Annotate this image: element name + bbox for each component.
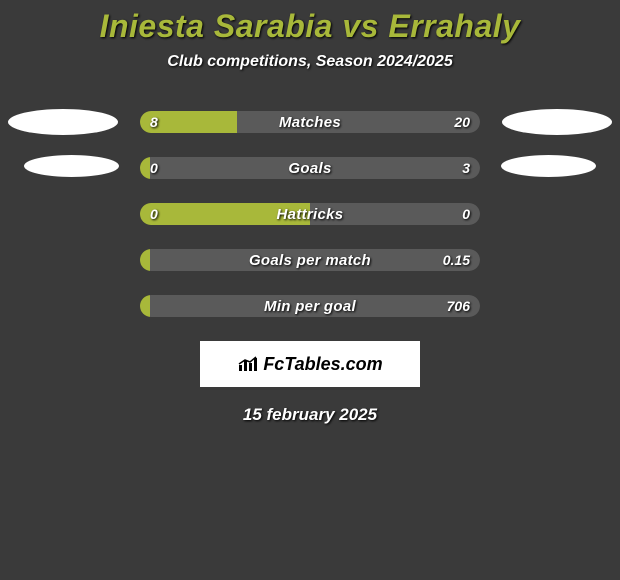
bar-track: 0 Hattricks 0 [140, 203, 480, 225]
date-text: 15 february 2025 [0, 405, 620, 425]
bar-label: Goals per match [140, 249, 480, 271]
value-right: 3 [462, 157, 470, 179]
row-matches: 8 Matches 20 [0, 111, 620, 133]
value-right: 0.15 [443, 249, 470, 271]
bar-label: Min per goal [140, 295, 480, 317]
row-min-per-goal: Min per goal 706 [0, 295, 620, 317]
row-hattricks: 0 Hattricks 0 [0, 203, 620, 225]
row-goals-per-match: Goals per match 0.15 [0, 249, 620, 271]
bar-track: Min per goal 706 [140, 295, 480, 317]
page-title: Iniesta Sarabia vs Errahaly [0, 8, 620, 45]
page-subtitle: Club competitions, Season 2024/2025 [0, 53, 620, 71]
logo-inner: FcTables.com [202, 343, 418, 385]
comparison-rows: 8 Matches 20 0 Goals 3 0 Hattricks 0 Goa… [0, 111, 620, 317]
bar-chart-icon [237, 355, 259, 373]
bar-label: Matches [140, 111, 480, 133]
value-right: 20 [454, 111, 470, 133]
logo-text: FcTables.com [263, 354, 382, 375]
bar-label: Goals [140, 157, 480, 179]
bar-track: 8 Matches 20 [140, 111, 480, 133]
value-right: 0 [462, 203, 470, 225]
bar-track: 0 Goals 3 [140, 157, 480, 179]
bar-track: Goals per match 0.15 [140, 249, 480, 271]
logo-box[interactable]: FcTables.com [200, 341, 420, 387]
value-right: 706 [447, 295, 470, 317]
row-goals: 0 Goals 3 [0, 157, 620, 179]
bar-label: Hattricks [140, 203, 480, 225]
